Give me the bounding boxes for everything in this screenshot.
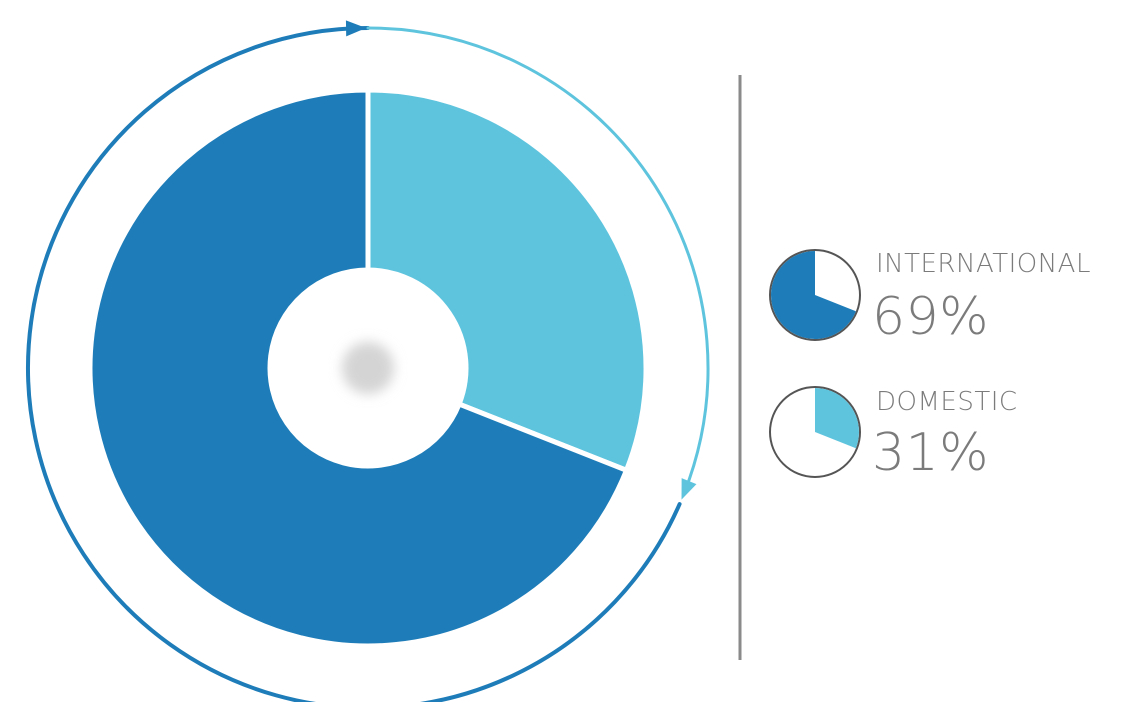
- donut-slices: [87, 87, 649, 649]
- legend-pie-wedge: [770, 251, 856, 340]
- donut-center: [272, 272, 464, 464]
- center-dot: [342, 342, 394, 394]
- outer-ring: [26, 20, 710, 702]
- legend-label: DOMESTIC: [876, 387, 1018, 417]
- donut-slice-international: [87, 87, 630, 649]
- arrowhead-domestic-icon: [681, 478, 697, 500]
- legend-item-domestic: DOMESTIC 31%: [769, 386, 1018, 483]
- donut-slice-domestic: [365, 87, 649, 474]
- legend-item-international: INTERNATIONAL 69%: [769, 249, 1091, 347]
- ring-arc-domestic: [366, 26, 710, 495]
- arrowhead-international-icon: [345, 20, 367, 37]
- legend-percent: 69%: [872, 287, 989, 347]
- legend-label: INTERNATIONAL: [876, 249, 1091, 279]
- legend: INTERNATIONAL 69% DOMESTIC 31%: [769, 249, 1091, 483]
- legend-pie-wedge: [815, 388, 859, 449]
- legend-percent: 31%: [872, 423, 989, 483]
- ring-arc-international: [26, 26, 682, 702]
